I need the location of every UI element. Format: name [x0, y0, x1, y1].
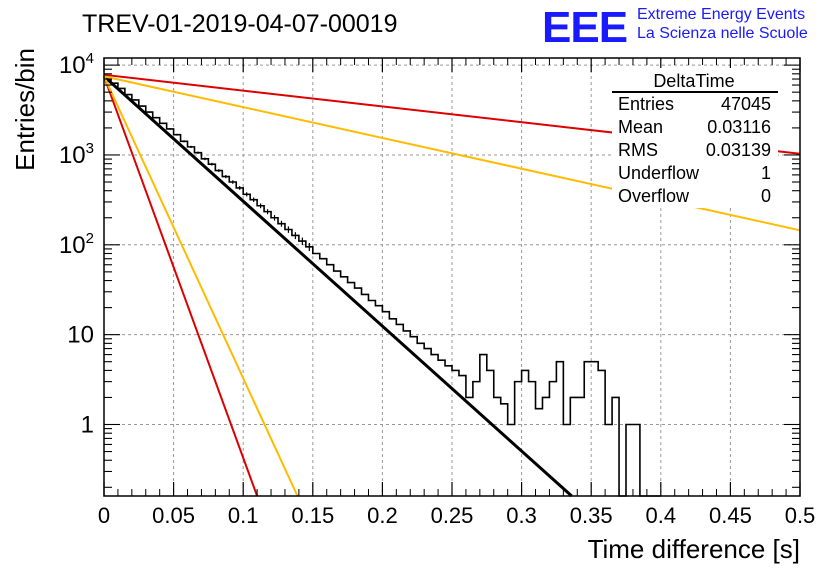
- x-tick-label: 0.45: [709, 503, 752, 528]
- y-tick-label: 102: [59, 230, 94, 259]
- eee-logo: EEE Extreme Energy Events La Scienza nel…: [542, 3, 808, 52]
- fit-line: [102, 75, 573, 498]
- x-tick-label: 0.35: [570, 503, 613, 528]
- x-tick-label: 0.3: [506, 503, 537, 528]
- stats-row-value: 1: [761, 163, 771, 183]
- stats-title: DeltaTime: [653, 71, 734, 91]
- stats-row-label: Entries: [618, 94, 674, 114]
- stats-row-value: 0.03139: [706, 140, 771, 160]
- x-tick-label: 0.4: [646, 503, 677, 528]
- x-tick-label: 0.5: [785, 503, 816, 528]
- logo-line-1: Extreme Energy Events: [637, 6, 805, 23]
- histogram-bins: [104, 77, 661, 497]
- x-axis-ticks: 0 0.05 0.1 0.15 0.2 0.25 0.3 0.35 0.4 0.45 0.5: [98, 58, 815, 528]
- x-tick-label: 0.2: [367, 503, 398, 528]
- y-axis-label: Entries/bin: [10, 48, 40, 171]
- x-axis-label: Time difference [s]: [588, 534, 800, 564]
- stats-rows: Entries 47045 Mean 0.03116 RMS 0.03139 Underfl…: [618, 94, 771, 206]
- logo-line-2: La Scienza nelle Scuole: [637, 25, 808, 42]
- stats-row-label: Overflow: [618, 186, 690, 206]
- fit-line: [103, 75, 259, 497]
- chart-title: TREV-01-2019-04-07-00019: [82, 10, 397, 38]
- x-tick-label: 0.15: [291, 503, 334, 528]
- stats-row-value: 0: [761, 186, 771, 206]
- fit-line: [103, 75, 299, 497]
- stats-row-value: 0.03116: [707, 117, 771, 137]
- y-tick-label: 10: [67, 322, 94, 349]
- y-tick-label: 103: [59, 140, 94, 169]
- x-tick-label: 0.25: [431, 503, 474, 528]
- logo-mark: EEE: [542, 3, 627, 52]
- y-tick-label: 1: [81, 411, 94, 438]
- x-tick-label: 0.05: [152, 503, 195, 528]
- x-tick-label: 0: [98, 503, 110, 528]
- y-tick-label: 104: [59, 50, 94, 79]
- stats-row-label: Underflow: [618, 163, 700, 183]
- x-tick-label: 0.1: [228, 503, 259, 528]
- stats-row-label: Mean: [618, 117, 663, 137]
- stats-row-value: 47045: [721, 94, 771, 114]
- stats-row-label: RMS: [618, 140, 658, 160]
- stats-box: DeltaTime Entries 47045 Mean 0.03116 RMS 0.03…: [612, 68, 778, 208]
